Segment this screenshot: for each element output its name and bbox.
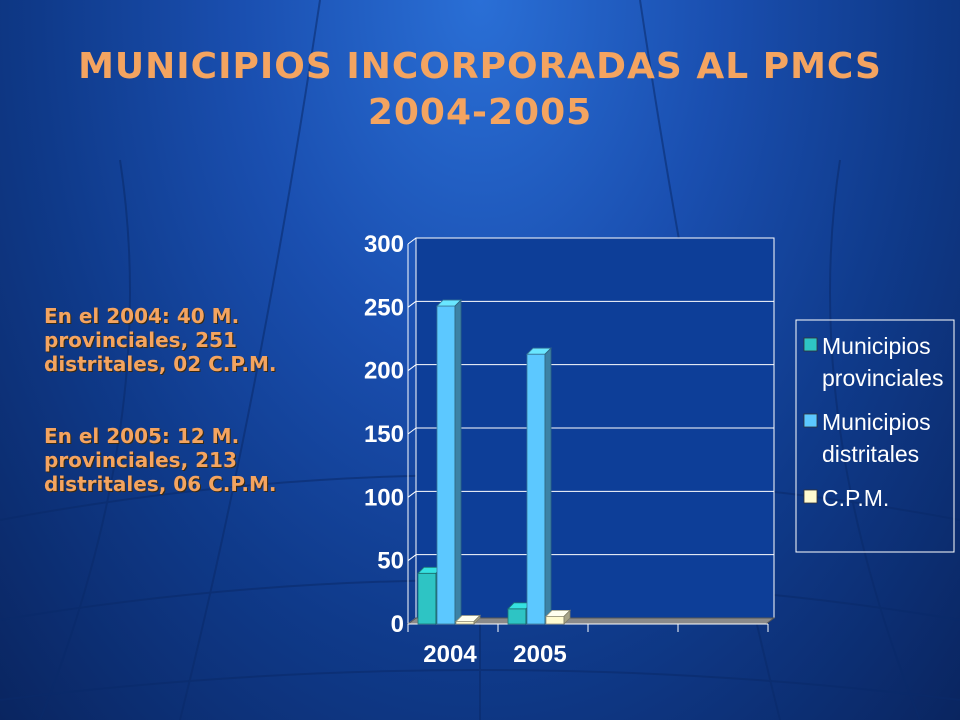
note-2004: En el 2004: 40 M. provinciales, 251 dist… xyxy=(44,304,277,376)
legend-swatch xyxy=(803,337,818,352)
bar-side xyxy=(454,299,462,625)
x-category-label: 2005 xyxy=(513,641,566,668)
slide-title: MUNICIPIOS INCORPORADAS AL PMCS 2004-200… xyxy=(0,44,960,136)
gridline-side xyxy=(407,364,417,372)
legend-label: provinciales xyxy=(822,365,943,391)
legend-swatch xyxy=(803,413,818,428)
bar-side xyxy=(563,609,571,625)
bar-side xyxy=(473,614,481,625)
bar-side xyxy=(544,347,552,625)
gridline-side xyxy=(407,300,417,308)
x-category-label: 2004 xyxy=(423,641,477,668)
legend-label: Municipios xyxy=(822,409,931,435)
title-line-2: 2004-2005 xyxy=(367,92,593,133)
bar-front xyxy=(526,353,546,625)
legend-swatch xyxy=(803,489,818,504)
y-tick-label: 250 xyxy=(364,294,404,321)
y-tick-label: 200 xyxy=(364,358,404,385)
legend-label: C.P.M. xyxy=(822,485,889,511)
y-tick-label: 300 xyxy=(364,231,404,258)
gridline-side xyxy=(407,427,417,435)
y-tick-label: 0 xyxy=(391,611,404,638)
bar-front xyxy=(507,608,527,625)
gridline-side xyxy=(407,237,417,245)
y-tick-label: 150 xyxy=(364,421,404,448)
notes-block: En el 2004: 40 M. provinciales, 251 dist… xyxy=(44,304,334,544)
legend-label: distritales xyxy=(822,441,919,467)
bar-chart: 0 50 100 150 200 250 300 2004 2005 Municipios prov… xyxy=(364,231,955,668)
bar-front xyxy=(545,615,565,625)
gridline-side xyxy=(407,490,417,498)
y-tick-label: 50 xyxy=(377,548,404,575)
y-tick-label: 100 xyxy=(364,484,404,511)
note-2005: En el 2005: 12 M. provinciales, 213 dist… xyxy=(44,424,277,496)
gridline-side xyxy=(407,554,417,562)
bar-front xyxy=(417,572,437,625)
bar-front xyxy=(436,305,456,625)
legend-label: Municipios xyxy=(822,333,931,359)
legend-box xyxy=(795,319,955,553)
title-line-1: MUNICIPIOS INCORPORADAS AL PMCS xyxy=(78,46,882,87)
